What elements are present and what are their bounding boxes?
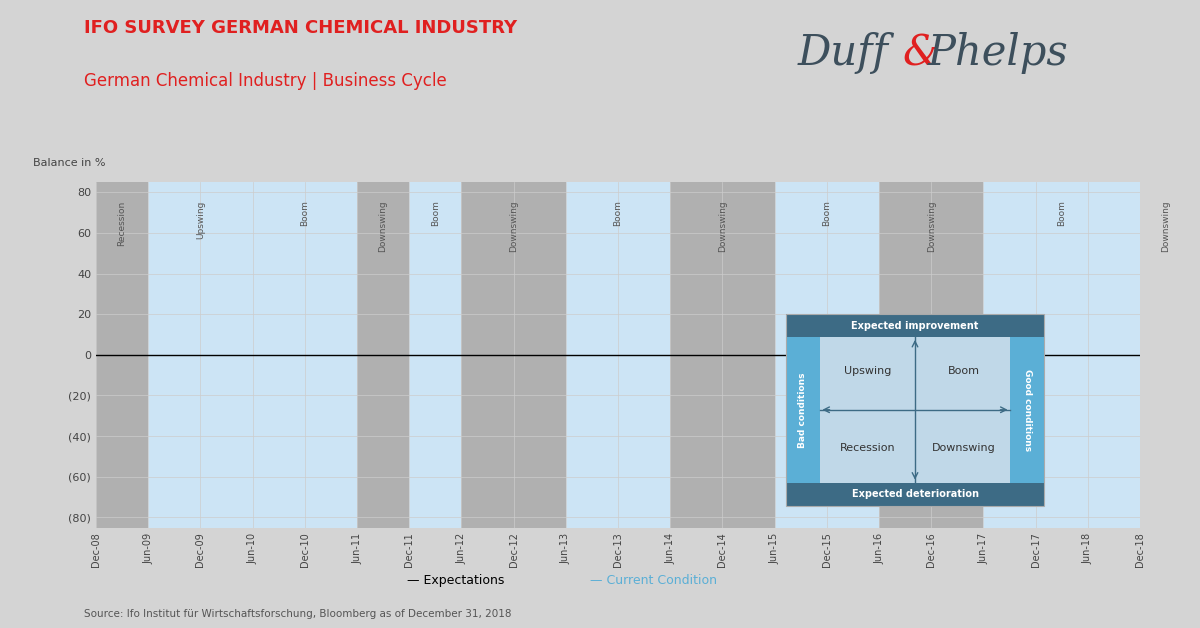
- Text: Boom: Boom: [822, 200, 832, 226]
- Bar: [820, 337, 1010, 482]
- Text: German Chemical Industry | Business Cycle: German Chemical Industry | Business Cycl…: [84, 72, 446, 90]
- Bar: [462, 182, 566, 528]
- Bar: [566, 182, 670, 528]
- Bar: [96, 182, 149, 528]
- Text: IFO SURVEY GERMAN CHEMICAL INDUSTRY: IFO SURVEY GERMAN CHEMICAL INDUSTRY: [84, 19, 517, 37]
- Bar: [786, 337, 820, 482]
- Text: Boom: Boom: [431, 200, 440, 226]
- Text: — Current Condition: — Current Condition: [590, 575, 718, 587]
- Text: Bad conditions: Bad conditions: [798, 372, 808, 448]
- Text: Downswing: Downswing: [926, 200, 936, 252]
- Text: &: &: [902, 33, 940, 74]
- Text: Upswing: Upswing: [196, 200, 205, 239]
- Text: Expected deterioration: Expected deterioration: [852, 489, 978, 499]
- Text: Expected improvement: Expected improvement: [851, 322, 979, 332]
- Bar: [358, 182, 409, 528]
- Bar: [253, 182, 358, 528]
- Text: Recession: Recession: [118, 200, 127, 246]
- Bar: [1010, 337, 1044, 482]
- Bar: [1140, 182, 1193, 528]
- Text: Source: Ifo Institut für Wirtschaftsforschung, Bloomberg as of December 31, 2018: Source: Ifo Institut für Wirtschaftsfors…: [84, 609, 511, 619]
- Text: Recession: Recession: [840, 443, 895, 453]
- Text: Downswing: Downswing: [379, 200, 388, 252]
- Bar: [671, 182, 775, 528]
- Text: — Expectations: — Expectations: [407, 575, 505, 587]
- Text: Boom: Boom: [613, 200, 623, 226]
- Text: Good conditions: Good conditions: [1022, 369, 1032, 451]
- Text: Downswing: Downswing: [509, 200, 518, 252]
- Bar: [409, 182, 462, 528]
- Text: Phelps: Phelps: [928, 33, 1068, 74]
- Text: Downswing: Downswing: [932, 443, 996, 453]
- Text: Downswing: Downswing: [1162, 200, 1171, 252]
- Bar: [984, 182, 1140, 528]
- Bar: [149, 182, 253, 528]
- Bar: [786, 482, 1044, 506]
- Bar: [775, 182, 878, 528]
- Bar: [786, 314, 1044, 337]
- Text: Boom: Boom: [948, 367, 980, 376]
- Text: Boom: Boom: [300, 200, 310, 226]
- Text: Downswing: Downswing: [718, 200, 727, 252]
- Text: Boom: Boom: [1057, 200, 1067, 226]
- Text: Duff: Duff: [798, 33, 889, 74]
- Text: Upswing: Upswing: [844, 367, 890, 376]
- Text: Balance in %: Balance in %: [34, 158, 106, 168]
- Bar: [878, 182, 984, 528]
